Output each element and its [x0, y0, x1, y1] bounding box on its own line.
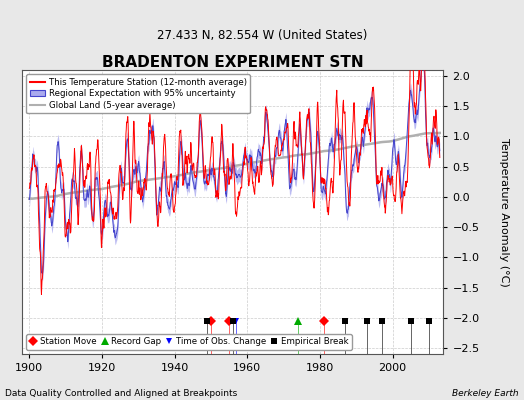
Title: BRADENTON EXPERIMENT STN: BRADENTON EXPERIMENT STN [102, 55, 364, 70]
Y-axis label: Temperature Anomaly (°C): Temperature Anomaly (°C) [499, 138, 509, 286]
Text: Data Quality Controlled and Aligned at Breakpoints: Data Quality Controlled and Aligned at B… [5, 389, 237, 398]
Legend: Station Move, Record Gap, Time of Obs. Change, Empirical Break: Station Move, Record Gap, Time of Obs. C… [26, 334, 352, 350]
Text: 27.433 N, 82.554 W (United States): 27.433 N, 82.554 W (United States) [157, 29, 367, 42]
Text: Berkeley Earth: Berkeley Earth [452, 389, 519, 398]
